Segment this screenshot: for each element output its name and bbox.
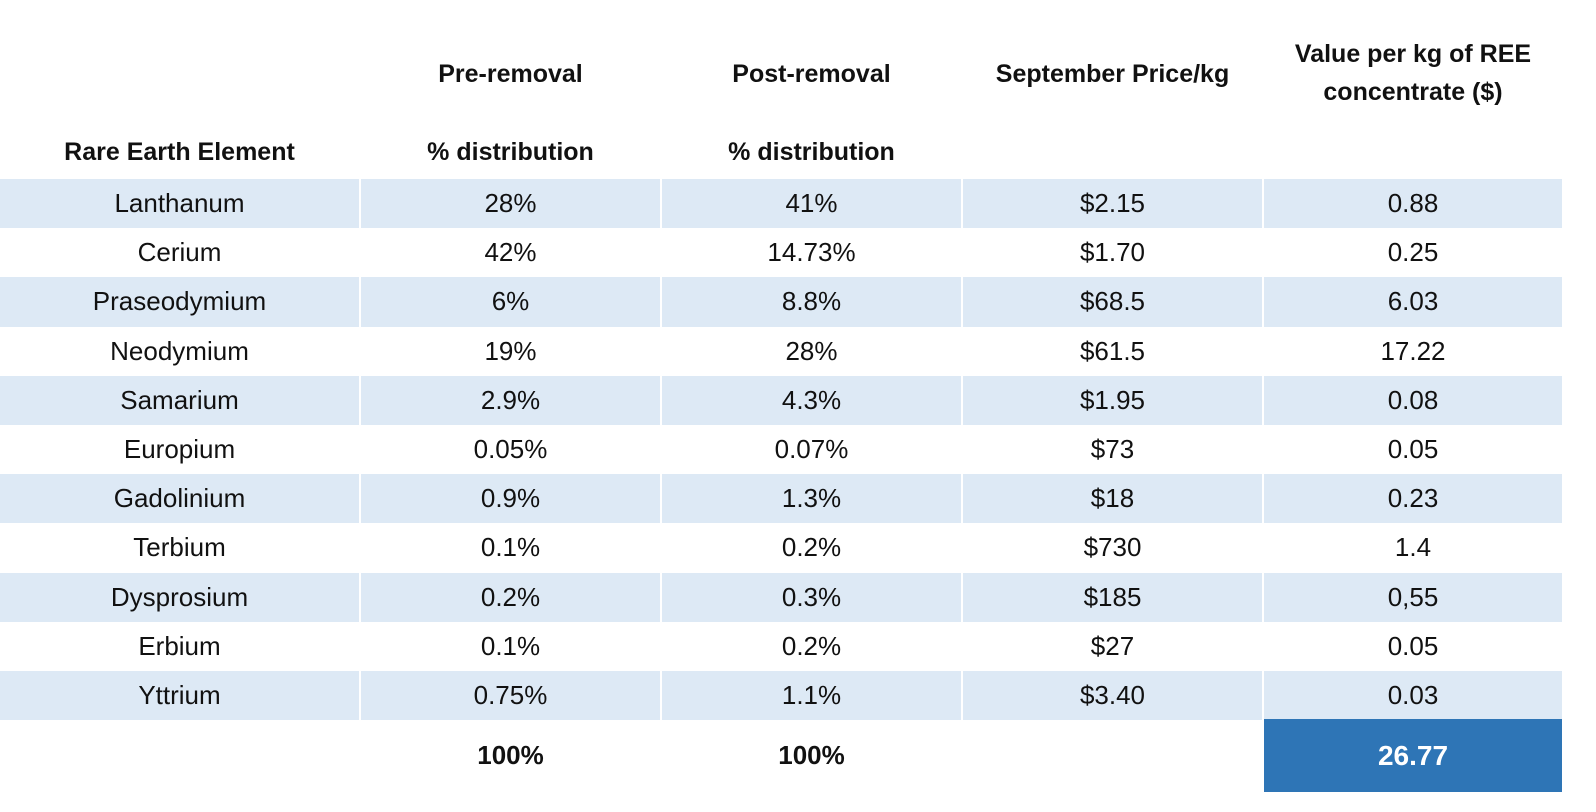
cell-value: 0,55 [1264,572,1562,622]
cell-post-removal: 0.2% [662,621,961,671]
cell-pre-removal: 0.9% [361,474,660,524]
cell-post-removal: 28% [662,326,961,376]
cell-price: $1.70 [963,228,1262,278]
cell-pre-removal: 0.1% [361,523,660,573]
header-pre-line2: % distribution [427,138,594,166]
cell-post-removal: 0.2% [662,523,961,573]
ree-value-table: Rare Earth Element Pre-removal % distrib… [0,0,1562,792]
total-value: 26.77 [1264,719,1562,792]
header-pre-line1: Pre-removal [438,60,583,88]
table-row: Lanthanum 28% 41% $2.15 0.88 [0,179,1562,229]
cell-pre-removal: 0.05% [361,424,660,475]
header-value-line1: Value per kg of REE [1294,40,1532,68]
cell-element: Erbium [0,621,359,671]
cell-post-removal: 14.73% [662,228,961,278]
cell-price: $730 [963,523,1262,573]
cell-pre-removal: 0.75% [361,670,660,721]
table-row: Europium 0.05% 0.07% $73 0.05 [0,424,1562,475]
cell-value: 0.03 [1264,670,1562,721]
table-header: Rare Earth Element Pre-removal % distrib… [0,0,1562,179]
totals-row: 100% 100% 26.77 [0,719,1562,792]
header-post-line1: Post-removal [732,60,891,88]
header-element: Rare Earth Element [64,138,295,166]
cell-value: 0.08 [1264,375,1562,425]
cell-post-removal: 0.07% [662,424,961,475]
header-price: September Price/kg [995,60,1230,88]
cell-pre-removal: 0.2% [361,572,660,622]
cell-pre-removal: 19% [361,326,660,376]
total-post: 100% [778,740,845,770]
cell-element: Yttrium [0,670,359,721]
table-row: Praseodymium 6% 8.8% $68.5 6.03 [0,277,1562,327]
total-pre: 100% [477,740,544,770]
cell-price: $61.5 [963,326,1262,376]
cell-price: $73 [963,424,1262,475]
cell-element: Terbium [0,523,359,573]
table-row: Erbium 0.1% 0.2% $27 0.05 [0,621,1562,671]
cell-pre-removal: 6% [361,277,660,327]
cell-price: $3.40 [963,670,1262,721]
cell-post-removal: 8.8% [662,277,961,327]
cell-element: Praseodymium [0,277,359,327]
cell-value: 0.05 [1264,424,1562,475]
cell-element: Cerium [0,228,359,278]
cell-element: Dysprosium [0,572,359,622]
cell-element: Gadolinium [0,474,359,524]
table-row: Terbium 0.1% 0.2% $730 1.4 [0,523,1562,573]
cell-price: $1.95 [963,375,1262,425]
cell-value: 0.88 [1264,179,1562,229]
table-row: Samarium 2.9% 4.3% $1.95 0.08 [0,375,1562,425]
cell-price: $68.5 [963,277,1262,327]
cell-pre-removal: 2.9% [361,375,660,425]
cell-post-removal: 1.1% [662,670,961,721]
cell-post-removal: 0.3% [662,572,961,622]
cell-value: 0.23 [1264,474,1562,524]
cell-pre-removal: 0.1% [361,621,660,671]
cell-element: Europium [0,424,359,475]
cell-value: 0.25 [1264,228,1562,278]
table-row: Cerium 42% 14.73% $1.70 0.25 [0,228,1562,278]
cell-value: 1.4 [1264,523,1562,573]
header-value-line2: concentrate ($) [1323,78,1503,106]
cell-pre-removal: 28% [361,179,660,229]
table-body: Lanthanum 28% 41% $2.15 0.88 Cerium 42% 14.73% $… [0,179,1562,721]
cell-element: Samarium [0,375,359,425]
cell-element: Neodymium [0,326,359,376]
cell-post-removal: 4.3% [662,375,961,425]
header-post-line2: % distribution [728,138,895,166]
cell-price: $27 [963,621,1262,671]
cell-value: 17.22 [1264,326,1562,376]
cell-price: $18 [963,474,1262,524]
cell-value: 6.03 [1264,277,1562,327]
cell-post-removal: 41% [662,179,961,229]
cell-element: Lanthanum [0,179,359,229]
table-row: Neodymium 19% 28% $61.5 17.22 [0,326,1562,376]
cell-pre-removal: 42% [361,228,660,278]
cell-price: $185 [963,572,1262,622]
table-row: Gadolinium 0.9% 1.3% $18 0.23 [0,474,1562,524]
table-row: Dysprosium 0.2% 0.3% $185 0,55 [0,572,1562,622]
cell-value: 0.05 [1264,621,1562,671]
cell-post-removal: 1.3% [662,474,961,524]
table-row: Yttrium 0.75% 1.1% $3.40 0.03 [0,670,1562,721]
cell-price: $2.15 [963,179,1262,229]
